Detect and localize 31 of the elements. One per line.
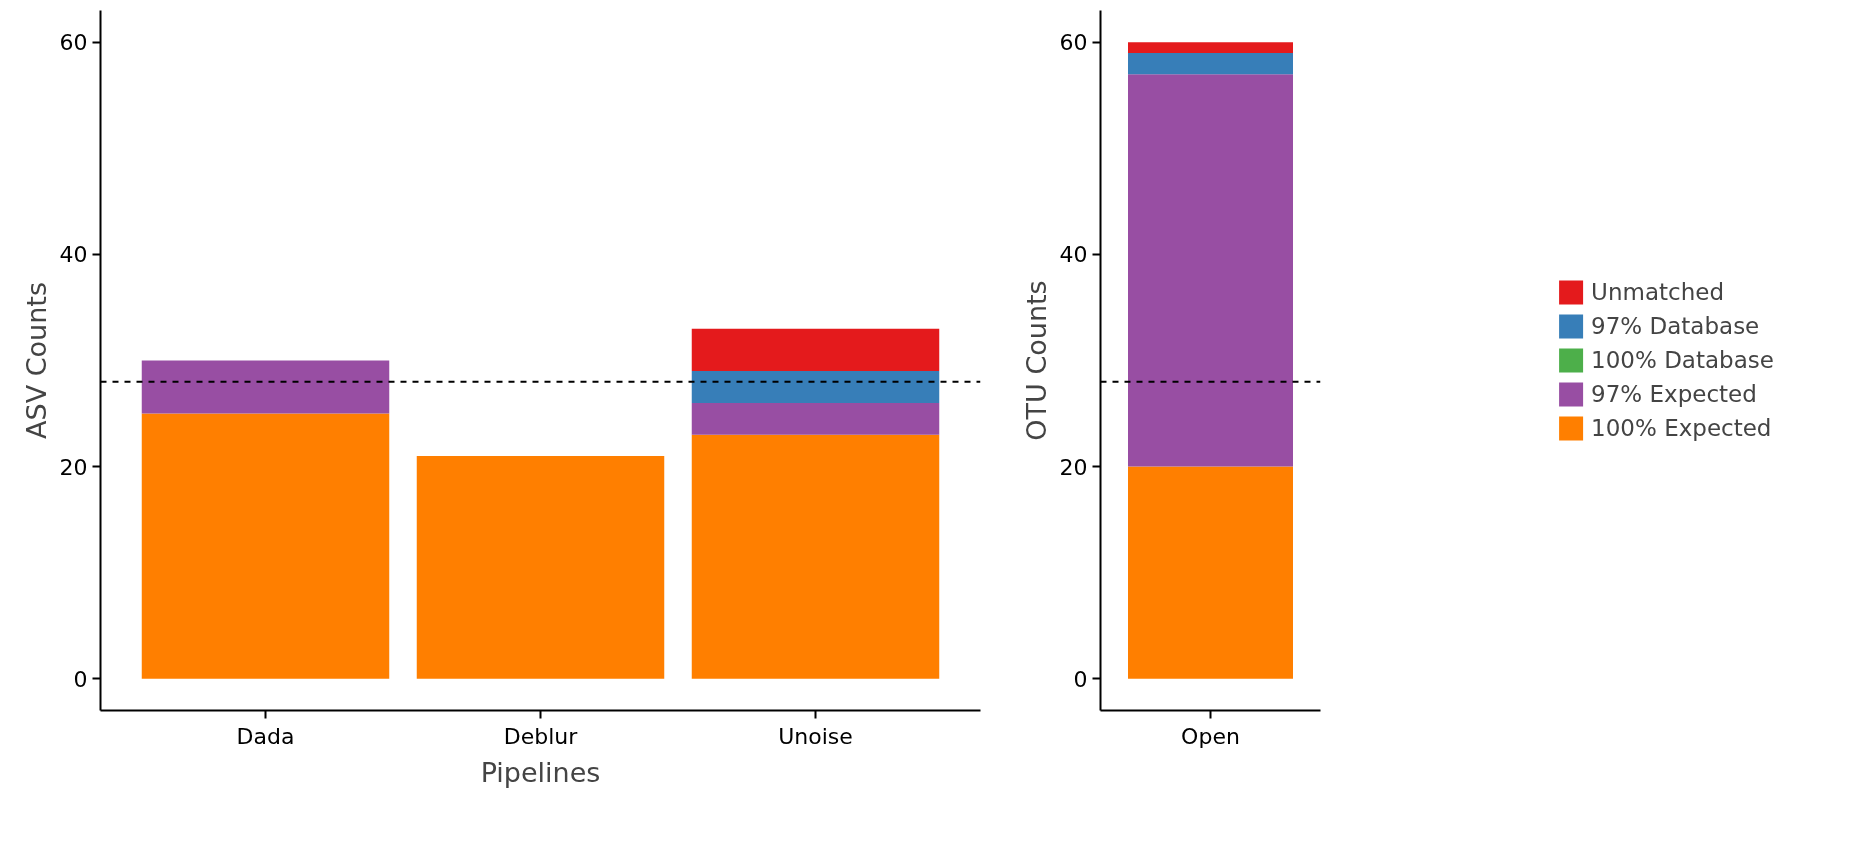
bar xyxy=(691,328,940,372)
y-tick-label: 60 xyxy=(1059,30,1088,56)
legend-label: 97% Database xyxy=(1591,313,1760,339)
x-axis-title: Pipelines xyxy=(480,756,601,788)
bar xyxy=(1128,74,1293,467)
y-tick-label: 0 xyxy=(1073,666,1088,692)
y-axis-title: OTU Counts xyxy=(1020,280,1052,441)
x-tick-label: Deblur xyxy=(503,723,579,749)
y-tick-label: 0 xyxy=(73,666,88,692)
bar xyxy=(1128,52,1293,75)
bar xyxy=(691,434,940,679)
x-tick-label: Open xyxy=(1181,723,1240,749)
x-tick-label: Dada xyxy=(236,723,295,749)
y-tick-label: 60 xyxy=(59,30,88,56)
legend-label: 97% Expected xyxy=(1591,381,1757,407)
y-tick-label: 20 xyxy=(59,454,88,480)
bar xyxy=(141,413,390,679)
y-tick-label: 40 xyxy=(1059,242,1088,268)
bar xyxy=(1128,466,1293,679)
bar xyxy=(1128,42,1293,53)
bar xyxy=(141,360,390,414)
x-tick-label: Unoise xyxy=(778,723,853,749)
y-tick-label: 20 xyxy=(1059,454,1088,480)
legend-label: 100% Expected xyxy=(1591,415,1772,441)
legend-label: 100% Database xyxy=(1591,347,1774,373)
y-axis-title: ASV Counts xyxy=(20,282,52,439)
y-tick-label: 40 xyxy=(59,242,88,268)
bar xyxy=(691,371,940,403)
bar xyxy=(416,455,665,679)
bar xyxy=(691,402,940,435)
legend-label: Unmatched xyxy=(1591,279,1724,305)
